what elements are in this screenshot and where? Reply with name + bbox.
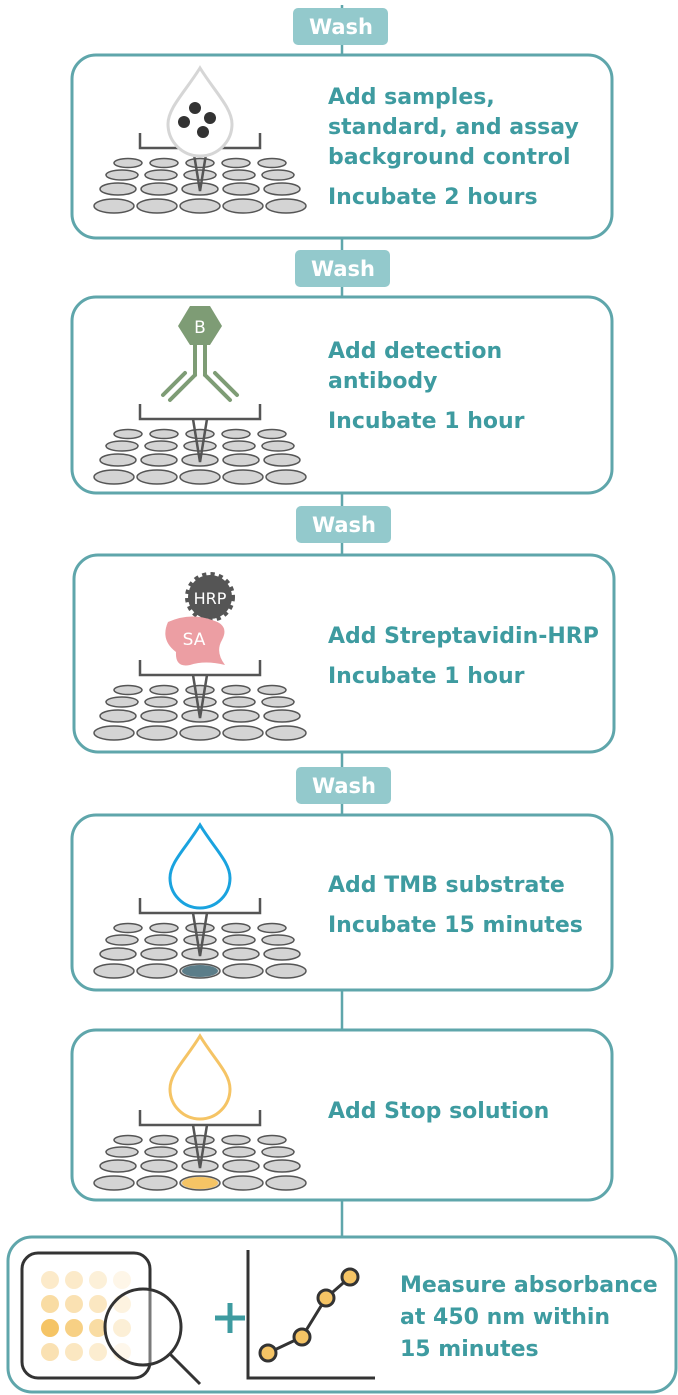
well-highlight bbox=[182, 1177, 218, 1189]
dot bbox=[65, 1271, 83, 1289]
dot bbox=[41, 1343, 59, 1361]
wash-1: Wash bbox=[293, 8, 388, 45]
step-text: Add Stop solution bbox=[328, 1099, 549, 1124]
wash-label: Wash bbox=[309, 15, 373, 39]
step-text: Add samples, bbox=[328, 85, 495, 110]
step-text: standard, and assay bbox=[328, 115, 579, 140]
wash-2: Wash bbox=[295, 250, 390, 287]
step-text: antibody bbox=[328, 369, 438, 394]
magnifier bbox=[105, 1289, 181, 1365]
wash-3: Wash bbox=[296, 506, 391, 543]
dot bbox=[113, 1271, 131, 1289]
dot bbox=[65, 1319, 83, 1337]
step-text: Incubate 15 minutes bbox=[328, 913, 583, 938]
antibody-label: B bbox=[194, 318, 206, 338]
wash-4: Wash bbox=[296, 767, 391, 804]
protocol-diagram: Wash Wash Wash Wash B HRP SA bbox=[0, 0, 678, 1395]
step-text: Incubate 1 hour bbox=[328, 409, 525, 434]
hrp-label: HRP bbox=[194, 589, 227, 608]
step-text: Add Streptavidin-HRP bbox=[328, 624, 599, 649]
dot bbox=[41, 1271, 59, 1289]
dot bbox=[65, 1343, 83, 1361]
well-highlight bbox=[182, 965, 218, 977]
step-text: background control bbox=[328, 145, 571, 170]
dot bbox=[65, 1295, 83, 1313]
step-text: Incubate 1 hour bbox=[328, 664, 525, 689]
step-text: at 450 nm within bbox=[400, 1305, 610, 1330]
dot bbox=[41, 1319, 59, 1337]
dot bbox=[89, 1343, 107, 1361]
wash-label: Wash bbox=[311, 257, 375, 281]
step-text: Add TMB substrate bbox=[328, 873, 565, 898]
sa-label: SA bbox=[183, 630, 206, 650]
step-text: Incubate 2 hours bbox=[328, 185, 538, 210]
dot bbox=[41, 1295, 59, 1313]
step-text: 15 minutes bbox=[400, 1337, 539, 1362]
dot bbox=[89, 1271, 107, 1289]
step-text: Measure absorbance bbox=[400, 1273, 658, 1298]
step-text: Add detection bbox=[328, 339, 502, 364]
wash-label: Wash bbox=[312, 774, 376, 798]
wash-label: Wash bbox=[312, 513, 376, 537]
dot bbox=[89, 1295, 107, 1313]
